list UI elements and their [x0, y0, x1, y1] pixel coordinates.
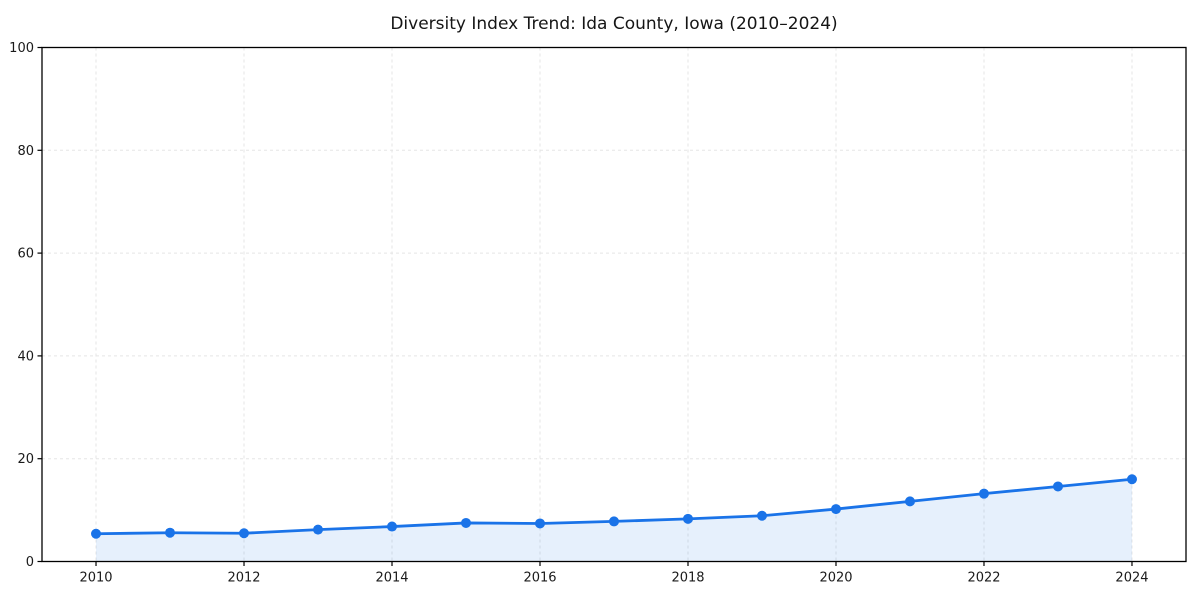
data-point: [1052, 481, 1063, 492]
data-point: [1126, 474, 1137, 485]
plot-border: [41, 46, 1187, 563]
x-tick-label: 2012: [227, 571, 260, 586]
x-tick-label: 2014: [375, 571, 408, 586]
x-tick-label: 2018: [671, 571, 704, 586]
chart-title: Diversity Index Trend: Ida County, Iowa …: [390, 14, 837, 34]
data-point: [904, 496, 915, 507]
data-point: [461, 517, 472, 528]
data-point: [387, 521, 398, 532]
x-tick-label: 2020: [819, 571, 852, 586]
x-tick-label: 2010: [79, 571, 112, 586]
x-tick-label: 2016: [523, 571, 556, 586]
axes: 0 20 40 60 80 100 2010 2012 2014 2016 2018 2020 2022…: [9, 41, 1187, 586]
x-tick-label: 2024: [1115, 571, 1148, 586]
data-point: [978, 488, 989, 499]
data-point: [830, 504, 841, 515]
data-point: [609, 516, 619, 527]
x-tick-label: 2022: [967, 571, 1000, 586]
y-tick-label: 0: [26, 555, 34, 570]
y-tick-label: 40: [17, 349, 34, 364]
y-tick-label: 100: [9, 41, 34, 56]
data-point: [165, 527, 176, 538]
grid-layer: [42, 47, 1186, 562]
data-point: [535, 518, 546, 529]
y-tick-label: 80: [17, 144, 34, 159]
data-point: [756, 510, 767, 521]
trend-series: [91, 474, 1137, 562]
data-point: [313, 524, 324, 535]
y-tick-label: 20: [17, 452, 34, 467]
data-point: [682, 513, 693, 524]
y-tick-label: 60: [17, 247, 34, 262]
data-point: [91, 528, 102, 539]
data-point: [239, 528, 250, 539]
area-fill: [96, 479, 1132, 562]
